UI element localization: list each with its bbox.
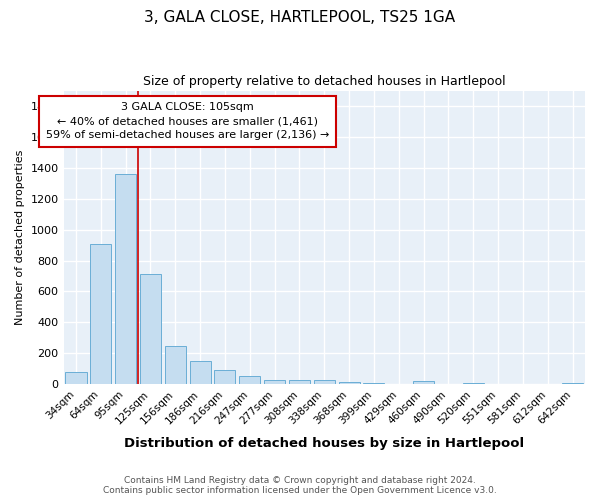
Text: 3 GALA CLOSE: 105sqm
← 40% of detached houses are smaller (1,461)
59% of semi-de: 3 GALA CLOSE: 105sqm ← 40% of detached h… [46,102,329,141]
Bar [65,372,86,384]
Bar [214,370,235,384]
Y-axis label: Number of detached properties: Number of detached properties [15,150,25,325]
Text: 3, GALA CLOSE, HARTLEPOOL, TS25 1GA: 3, GALA CLOSE, HARTLEPOOL, TS25 1GA [145,10,455,25]
Bar [140,274,161,384]
Text: Contains HM Land Registry data © Crown copyright and database right 2024.
Contai: Contains HM Land Registry data © Crown c… [103,476,497,495]
Bar [338,382,359,384]
Bar [115,174,136,384]
Title: Size of property relative to detached houses in Hartlepool: Size of property relative to detached ho… [143,75,506,88]
Bar [314,380,335,384]
X-axis label: Distribution of detached houses by size in Hartlepool: Distribution of detached houses by size … [124,437,524,450]
Bar [239,376,260,384]
Bar [190,362,211,384]
Bar [289,380,310,384]
Bar [413,381,434,384]
Bar [364,382,385,384]
Bar [90,244,112,384]
Bar [165,346,186,384]
Bar [264,380,285,384]
